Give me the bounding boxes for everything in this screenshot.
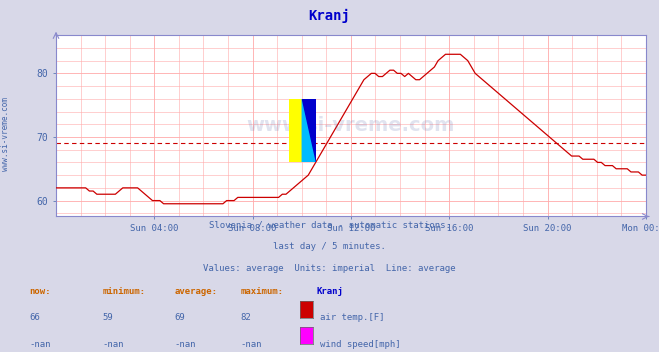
- Text: -nan: -nan: [30, 340, 51, 349]
- Text: now:: now:: [30, 287, 51, 296]
- Text: Kranj: Kranj: [316, 287, 343, 296]
- Text: -nan: -nan: [241, 340, 262, 349]
- Text: average:: average:: [175, 287, 217, 296]
- Text: www.si-vreme.com: www.si-vreme.com: [1, 97, 10, 171]
- Text: wind speed[mph]: wind speed[mph]: [320, 340, 400, 349]
- Text: www.si-vreme.com: www.si-vreme.com: [246, 117, 455, 135]
- Text: Kranj: Kranj: [308, 9, 351, 23]
- Text: maximum:: maximum:: [241, 287, 283, 296]
- Text: 59: 59: [102, 313, 113, 322]
- Text: -nan: -nan: [175, 340, 196, 349]
- Text: minimum:: minimum:: [102, 287, 145, 296]
- Text: Values: average  Units: imperial  Line: average: Values: average Units: imperial Line: av…: [203, 264, 456, 273]
- Text: 66: 66: [30, 313, 40, 322]
- Text: 82: 82: [241, 313, 251, 322]
- Text: 69: 69: [175, 313, 185, 322]
- Text: -nan: -nan: [102, 340, 124, 349]
- Text: air temp.[F]: air temp.[F]: [320, 313, 384, 322]
- Text: last day / 5 minutes.: last day / 5 minutes.: [273, 242, 386, 251]
- Text: Slovenia / weather data - automatic stations.: Slovenia / weather data - automatic stat…: [208, 220, 451, 229]
